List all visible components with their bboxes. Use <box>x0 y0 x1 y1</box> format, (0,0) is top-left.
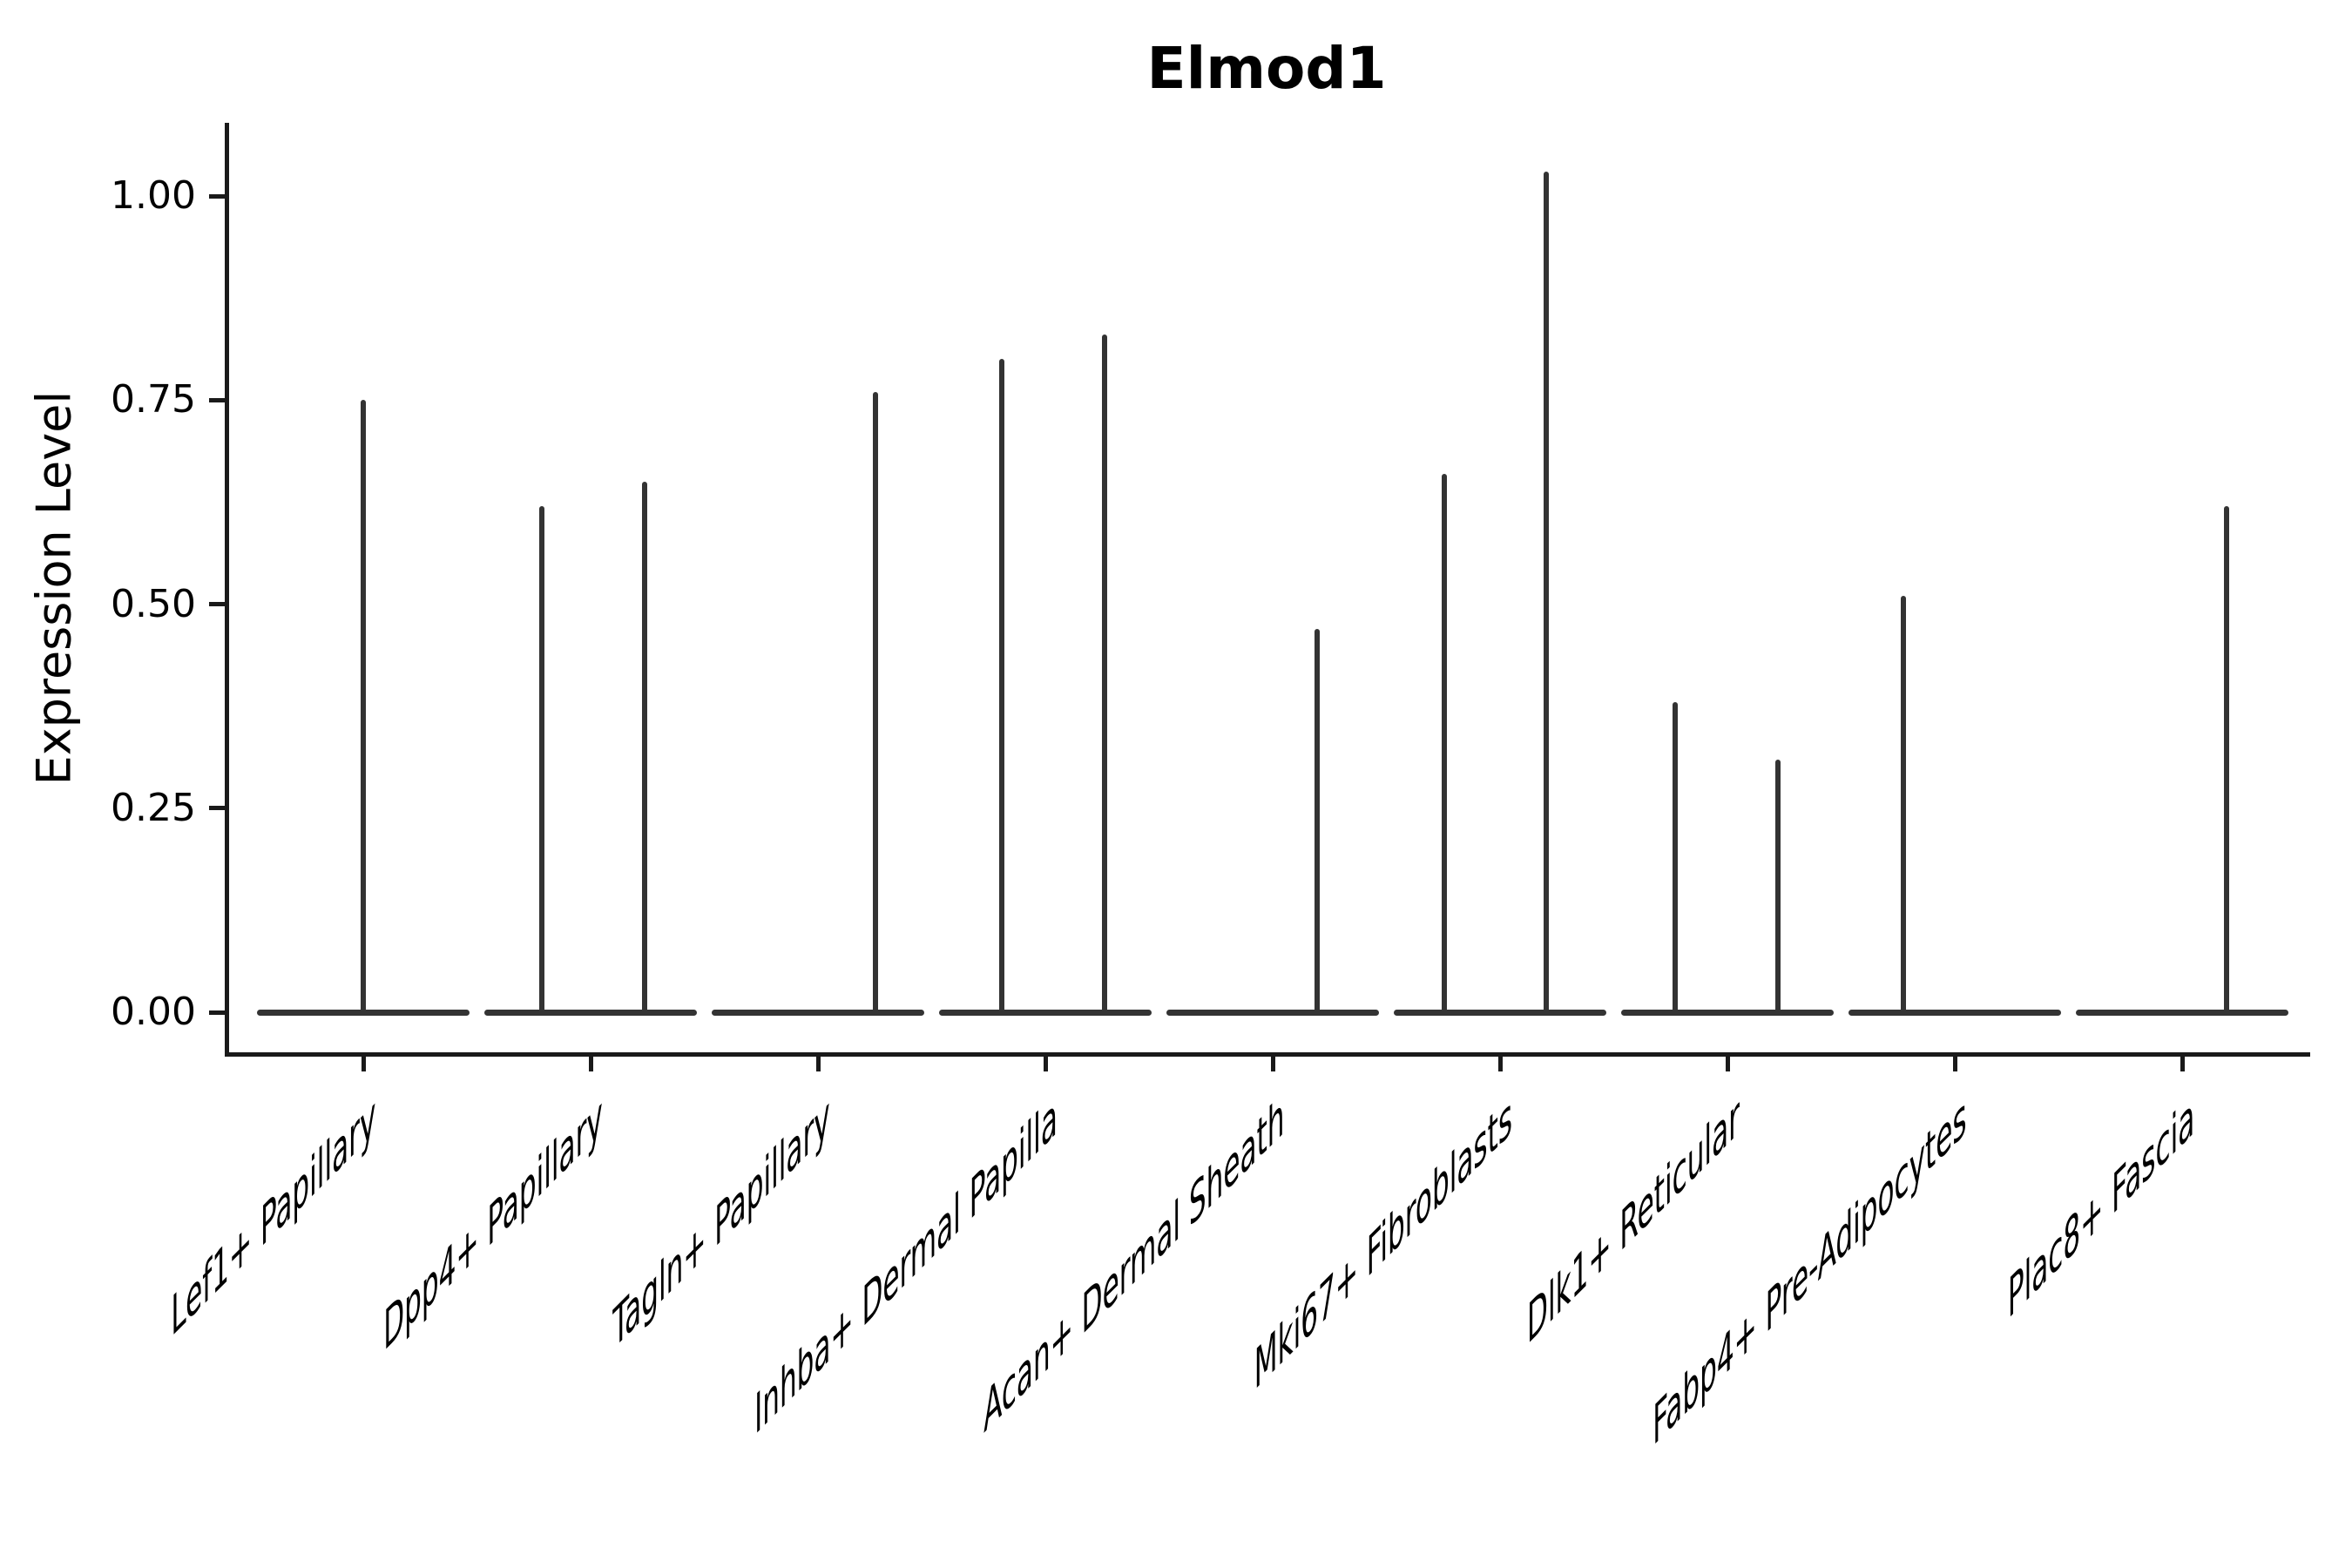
x-tick-label: Tagln+ Papillary <box>612 1083 830 1363</box>
y-tick-label: 0.00 <box>111 990 196 1034</box>
violin-spike <box>1543 171 1549 1015</box>
x-tick-mark <box>1043 1054 1048 1071</box>
x-tick-label: Mki67+ Fibroblasts <box>1254 1083 1512 1404</box>
violin-spike <box>1774 759 1781 1015</box>
violin-base <box>257 1009 470 1016</box>
violin-base <box>939 1009 1152 1016</box>
y-tick-mark <box>209 806 225 811</box>
y-tick-label: 0.50 <box>111 581 196 626</box>
x-tick-label: Dpp4+ Papillary <box>383 1083 603 1365</box>
y-tick-label: 0.75 <box>111 377 196 422</box>
violin-spike <box>1901 596 1906 1015</box>
violin-spike <box>2223 506 2229 1015</box>
violin-spike <box>1672 701 1678 1015</box>
y-tick-mark <box>209 1010 225 1015</box>
y-axis-spine <box>225 123 229 1057</box>
violin-base <box>1394 1009 1606 1016</box>
y-tick-label: 0.25 <box>111 785 196 830</box>
x-tick-mark <box>1725 1054 1730 1071</box>
violin-base <box>1166 1009 1379 1016</box>
x-tick-mark <box>588 1054 593 1071</box>
violin-base <box>484 1009 697 1016</box>
y-tick-mark <box>209 193 225 199</box>
y-tick-label: 1.00 <box>111 173 196 218</box>
x-tick-mark <box>815 1054 821 1071</box>
violin-base <box>712 1009 924 1016</box>
violin-spike <box>1314 628 1320 1015</box>
x-tick-label: Lef1+ Papillary <box>170 1083 375 1351</box>
violin-spike <box>1442 473 1448 1015</box>
x-tick-label: Plac8+ Fascia <box>2007 1083 2194 1333</box>
x-tick-mark <box>361 1054 366 1071</box>
violin-spike <box>873 391 879 1015</box>
violin-spike <box>361 400 366 1015</box>
x-axis-spine <box>225 1052 2310 1057</box>
violin-base <box>1848 1009 2061 1016</box>
x-tick-label: Dlk1+ Reticular <box>1527 1083 1740 1359</box>
y-tick-mark <box>209 602 225 606</box>
violin-base <box>1621 1009 1834 1016</box>
violin-spike <box>642 481 648 1015</box>
x-tick-mark <box>1497 1054 1503 1071</box>
x-tick-mark <box>1952 1054 1957 1071</box>
x-tick-mark <box>2180 1054 2185 1071</box>
violin-spike <box>1102 335 1108 1015</box>
violin-spike <box>538 506 544 1015</box>
chart-title: Elmod1 <box>1146 35 1387 102</box>
x-tick-mark <box>1270 1054 1275 1071</box>
y-tick-mark <box>209 397 225 402</box>
violin-spike <box>998 359 1004 1015</box>
violin-base <box>2076 1009 2288 1016</box>
